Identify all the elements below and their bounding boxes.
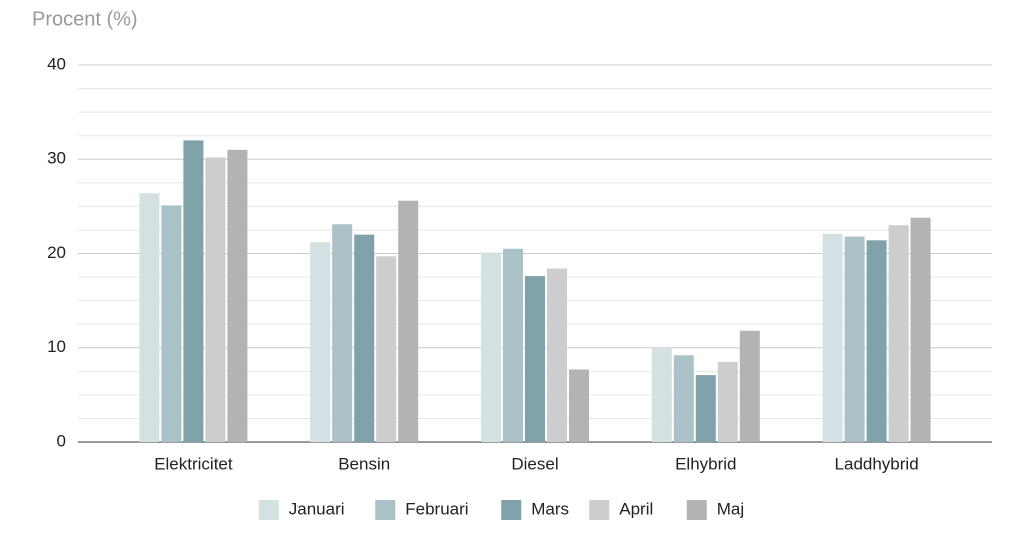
bar [844,236,865,442]
legend-label: Mars [531,499,569,518]
legend-label: Februari [405,499,468,518]
bar [547,268,567,442]
legend-swatch [686,500,707,520]
bar [651,347,672,442]
bar [866,240,887,442]
legend-swatch [375,500,396,520]
y-tick-label: 10 [47,337,66,356]
x-tick-label: Laddhybrid [835,454,919,473]
x-tick-label: Bensin [338,454,390,473]
y-tick-label: 30 [47,149,66,168]
x-tick-label: Diesel [511,454,558,473]
x-tick-label: Elektricitet [154,454,233,473]
bar [888,225,909,442]
legend-swatch [501,500,522,520]
legend-label: April [619,499,653,518]
y-tick-label: 0 [57,431,66,450]
bar [183,140,204,442]
bar [525,276,545,442]
bar [503,248,523,442]
bar [310,242,331,442]
x-tick-label: Elhybrid [675,454,736,473]
bar [569,369,589,442]
legend-label: Maj [717,499,744,518]
bar [161,205,182,442]
legend-swatch [589,500,610,520]
bar [695,375,716,442]
bar [910,217,931,442]
y-tick-label: 40 [47,54,66,73]
bar [739,330,760,442]
legend-label: Januari [289,499,345,518]
bar [139,193,160,442]
chart-title: Procent (%) [32,8,138,30]
bar [227,149,248,442]
bar [398,200,419,442]
bar [822,233,843,442]
bar [717,361,738,442]
bar [205,157,226,443]
legend-swatch [258,500,279,520]
bar [376,256,397,442]
bar [673,355,694,442]
y-tick-label: 20 [47,243,66,262]
bar [481,252,501,442]
bar [332,224,353,442]
bar [354,234,375,442]
